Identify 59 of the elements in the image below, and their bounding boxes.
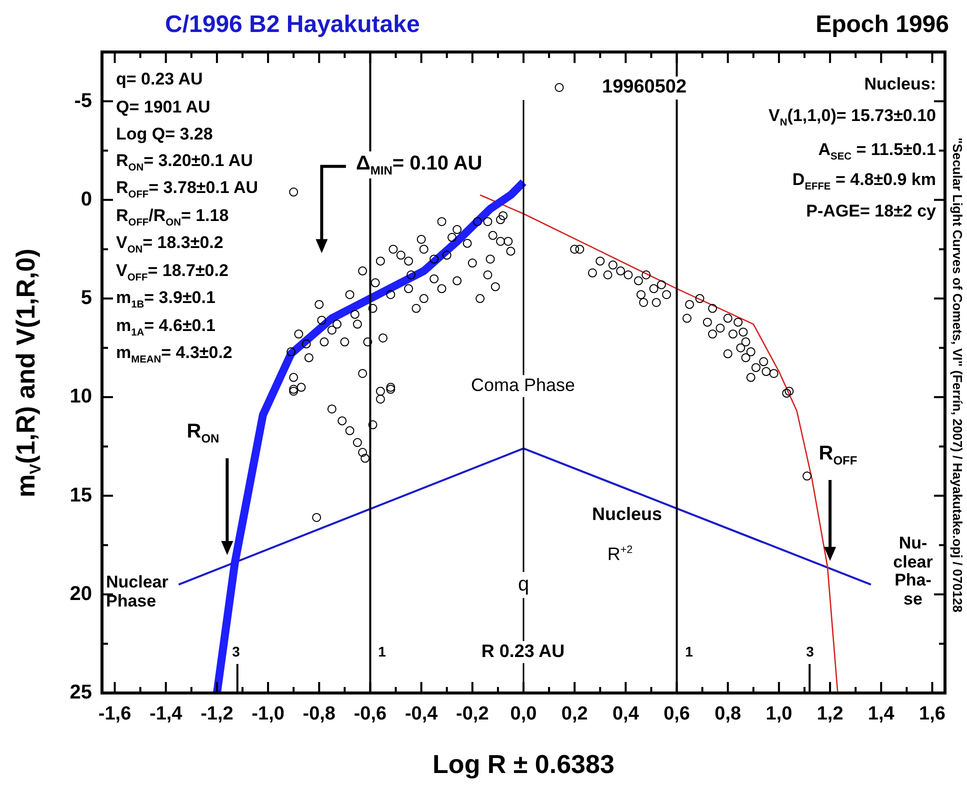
x-tick-label: 1,4 [868,704,895,725]
x-tick-label: 1,6 [919,704,946,725]
x-tick-label: 1,0 [766,704,792,725]
annotation: 3 [232,643,240,660]
annotation: m$_{MEAN}$= 4.3±0.2 [116,343,232,366]
x-axis-title: Log R ± 0.6383 [432,749,614,779]
y-tick-label: 25 [70,682,92,704]
x-tick-label: -1,4 [149,704,183,725]
y-tick-label: 0 [80,188,92,210]
annotation: Δ$_{MIN}$= 0.10 AU [352,151,486,179]
x-tick-label: -0,6 [354,704,387,725]
annotation: Nu- clear Pha- se [893,534,933,610]
x-tick-label: -1,0 [252,704,284,725]
x-tick-label: 0,6 [664,704,690,725]
annotation: Log Q= 3.28 [116,124,213,144]
annotation: R$_{ON}$ [186,420,220,446]
x-tick-label: -0,8 [302,704,336,725]
y-tick-label: 10 [70,386,92,408]
annotation: Q= 1901 AU [116,97,210,117]
annotation: R 0.23 AU [477,641,569,663]
annotation: R$_{OFF}$/R$_{ON}$= 1.18 [116,206,229,228]
annotation: q= 0.23 AU [116,70,203,90]
annotation: V$_{OFF}$= 18.7±0.2 [116,260,228,284]
y-tick-label: 5 [80,287,92,310]
annotation: Nuclear Phase [106,572,170,611]
x-tick-label: -1,6 [98,704,132,725]
annotation: 19960502 [598,76,691,100]
annotation: Nucleus [592,504,662,525]
annotation: R$^{+2}$ [607,544,633,565]
annotation: P-AGE= 18±2 cy [806,202,936,222]
chart-subtitle: Epoch 1996 [816,11,949,38]
ref-line-label: q [518,574,530,596]
chart-title: C/1996 B2 Hayakutake [165,11,420,38]
x-tick-label: -1,2 [200,704,234,725]
annotation: m$_{1A}$= 4.6±0.1 [116,316,216,338]
annotation: R$_{OFF}$= 3.78±0.1 AU [116,178,258,201]
y-tick-label: 20 [70,582,92,605]
y-tick-label: -5 [74,90,92,112]
x-tick-label: -0,4 [404,704,438,725]
x-tick-label: 1,2 [816,704,844,725]
x-tick-label: 0,8 [714,704,742,725]
text: "Secular Light Curves of Comets, VI" (Ferrín, 2007) / Hayakutake.opj / 070128 [950,138,966,612]
annotation: 1 [685,643,693,660]
annotation: 1 [378,643,386,660]
annotation: R$_{ON}$= 3.20±0.1 AU [116,150,253,174]
x-tick-label: 0,4 [612,704,640,725]
x-tick-label: -0,2 [456,704,489,725]
annotation: D$_{EFFE}$ = 4.8±0.9 km [792,170,936,193]
x-tick-label: 0,2 [561,704,588,725]
y-tick-label: 15 [70,484,92,506]
annotation: 3 [806,643,814,660]
annotation: Nucleus: [864,74,936,94]
annotation: V$_{ON}$= 18.3±0.2 [116,233,224,256]
annotation: V$_{N}$(1,1,0)= 15.73±0.10 [768,106,936,129]
annotation: A$_{SEC}$ = 11.5±0.1 [818,140,936,163]
annotation: R$_{OFF}$ [818,442,858,468]
annotation: m$_{1B}$= 3.9±0.1 [116,288,216,311]
x-tick-label: 0,0 [510,704,537,725]
annotation: Coma Phase [466,375,580,397]
